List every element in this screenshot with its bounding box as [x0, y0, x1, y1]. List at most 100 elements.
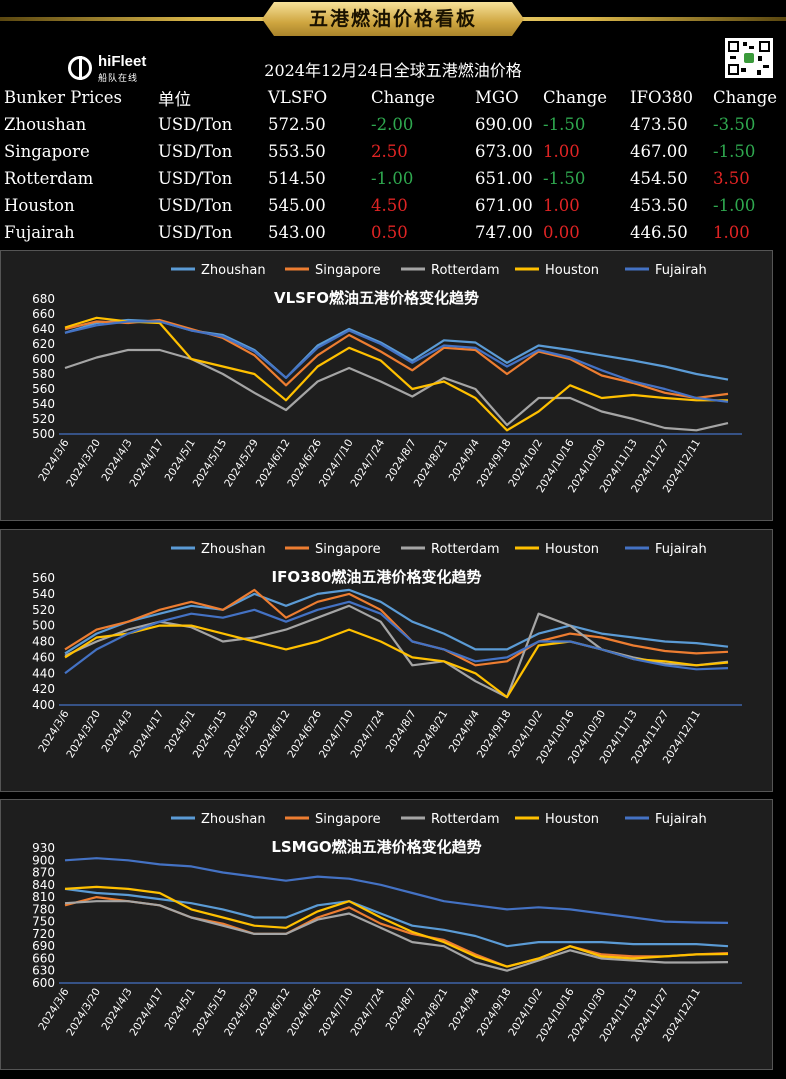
y-tick-label: 640: [32, 322, 55, 336]
y-tick-label: 520: [32, 603, 55, 617]
y-tick-label: 440: [32, 666, 55, 680]
legend-entry[interactable]: Houston: [545, 542, 599, 557]
y-tick-label: 750: [32, 915, 55, 929]
price-cell: 453.50: [630, 196, 688, 215]
lsmgo-chart: Zhoushan Singapore Rotterdam Houston Fujaira…: [32, 812, 742, 1044]
ifo380-chart-panel: Zhoushan Singapore Rotterdam Houston Fujaira…: [0, 529, 773, 792]
x-tick-label: 2024/4/3: [100, 437, 135, 483]
change-cell: -1.50: [713, 142, 756, 161]
price-cell: USD/Ton: [158, 115, 233, 134]
legend-entry[interactable]: Rotterdam: [431, 812, 500, 827]
legend-entry[interactable]: Rotterdam: [431, 263, 500, 278]
y-tick-label: 810: [32, 890, 55, 904]
legend-entry[interactable]: Zhoushan: [201, 542, 266, 557]
price-cell: 673.00: [475, 142, 533, 161]
price-cell: USD/Ton: [158, 196, 233, 215]
x-tick-label: 2024/9/4: [447, 986, 482, 1033]
price-cell: 747.00: [475, 223, 533, 242]
port-name: Houston: [4, 196, 75, 215]
change-cell: 3.50: [713, 169, 750, 188]
port-name: Rotterdam: [4, 169, 94, 188]
legend-entry[interactable]: Fujairah: [655, 812, 707, 827]
y-tick-label: 870: [32, 866, 55, 880]
x-tick-label: 2024/3/6: [36, 708, 71, 755]
qr-code-icon: [725, 38, 773, 78]
x-tick-label: 2024/8/7: [384, 986, 419, 1032]
legend-entry[interactable]: Zhoushan: [201, 263, 266, 278]
change-cell: -1.00: [371, 169, 414, 188]
column-header: VLSFO: [268, 88, 328, 107]
y-tick-label: 930: [32, 841, 55, 855]
y-tick-label: 540: [32, 587, 55, 601]
change-cell: -1.00: [713, 196, 756, 215]
price-cell: 543.00: [268, 223, 326, 242]
series-line-singapore: [64, 588, 729, 667]
column-header: Change: [713, 88, 778, 107]
column-header: 单位: [158, 89, 191, 109]
change-cell: 4.50: [371, 196, 408, 215]
legend-entry[interactable]: Zhoushan: [201, 812, 266, 827]
price-cell: 473.50: [630, 115, 688, 134]
y-tick-label: 840: [32, 878, 55, 892]
vlsfo-chart: Zhoushan Singapore Rotterdam Houston Fujaira…: [32, 263, 742, 495]
series-line-fujairah: [64, 320, 729, 403]
y-tick-label: 540: [32, 397, 55, 411]
ifo380-chart: Zhoushan Singapore Rotterdam Houston Fujaira…: [32, 542, 742, 766]
vlsfo-chart-panel: Zhoushan Singapore Rotterdam Houston Fujaira…: [0, 250, 773, 521]
column-header: Change: [543, 88, 608, 107]
change-cell: -2.00: [371, 115, 414, 134]
x-tick-label: 2024/5/1: [163, 437, 198, 483]
x-tick-label: 2024/8/7: [384, 708, 419, 754]
change-cell: 0.00: [543, 223, 580, 242]
x-tick-label: 2024/4/3: [100, 986, 135, 1032]
price-cell: 553.50: [268, 142, 326, 161]
column-header: MGO: [475, 88, 519, 107]
price-cell: 651.00: [475, 169, 533, 188]
logo-subtitle: 船队在线: [98, 74, 139, 84]
legend-entry[interactable]: Singapore: [315, 542, 381, 557]
x-tick-label: 2024/9/4: [447, 437, 482, 484]
port-name: Singapore: [4, 142, 90, 161]
x-tick-label: 2024/9/4: [447, 708, 482, 755]
price-cell: 446.50: [630, 223, 688, 242]
series-line-singapore: [64, 318, 729, 400]
x-tick-label: 2024/5/1: [163, 708, 198, 754]
port-name: Zhoushan: [4, 115, 87, 134]
price-cell: 467.00: [630, 142, 688, 161]
y-tick-label: 780: [32, 902, 55, 916]
header-banner: 五港燃油价格看板: [0, 0, 786, 40]
banner-plate: [262, 2, 524, 36]
y-tick-label: 600: [32, 976, 55, 990]
port-name: Fujairah: [4, 223, 75, 242]
y-tick-label: 580: [32, 367, 55, 381]
legend-entry[interactable]: Singapore: [315, 812, 381, 827]
change-cell: 1.00: [713, 223, 750, 242]
price-cell: USD/Ton: [158, 169, 233, 188]
price-cell: 671.00: [475, 196, 533, 215]
price-cell: 545.00: [268, 196, 326, 215]
y-tick-label: 720: [32, 927, 55, 941]
y-tick-label: 500: [32, 619, 55, 633]
table-row: Fujairah USD/Ton 543.00 0.50 747.00 0.00 446.5…: [0, 219, 786, 246]
legend-entry[interactable]: Rotterdam: [431, 542, 500, 557]
chart-title: IFO380燃油五港价格变化趋势: [272, 568, 482, 586]
lsmgo-chart-panel: Zhoushan Singapore Rotterdam Houston Fujaira…: [0, 799, 773, 1070]
legend-entry[interactable]: Fujairah: [655, 263, 707, 278]
hifleet-logo: hiFleet 船队在线: [68, 50, 168, 84]
series-line-zhoushan: [64, 588, 729, 655]
x-tick-label: 2024/3/6: [36, 437, 71, 484]
legend-entry[interactable]: Singapore: [315, 263, 381, 278]
legend-entry[interactable]: Houston: [545, 812, 599, 827]
series-line-fujairah: [64, 857, 729, 924]
y-tick-label: 420: [32, 682, 55, 696]
table-row: Houston USD/Ton 545.00 4.50 671.00 1.00 453.50…: [0, 192, 786, 219]
y-tick-label: 560: [32, 382, 55, 396]
change-cell: 1.00: [543, 142, 580, 161]
y-tick-label: 660: [32, 951, 55, 965]
table-header-row: Bunker Prices 单位 VLSFO Change MGO Change IFO38…: [0, 84, 786, 111]
chart-title: LSMGO燃油五港价格变化趋势: [271, 838, 481, 856]
series-line-houston: [64, 316, 728, 432]
legend-entry[interactable]: Houston: [545, 263, 599, 278]
legend-entry[interactable]: Fujairah: [655, 542, 707, 557]
table-row: Rotterdam USD/Ton 514.50 -1.00 651.00 -1.50 45…: [0, 165, 786, 192]
